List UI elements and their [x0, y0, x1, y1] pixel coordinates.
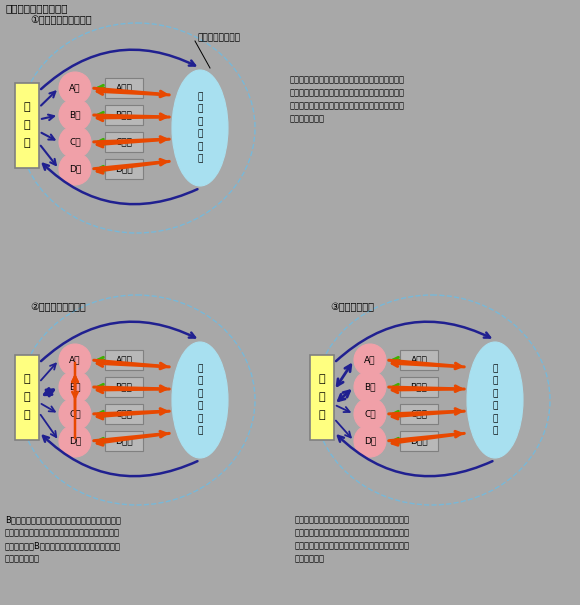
Text: C　県: C 県 [115, 137, 132, 146]
Text: A　県: A 県 [411, 356, 427, 364]
Text: B　県: B 県 [115, 111, 132, 120]
Text: B港: B港 [69, 382, 81, 391]
Text: B　県: B 県 [411, 382, 427, 391]
Text: D　県: D 県 [115, 165, 133, 174]
FancyBboxPatch shape [105, 132, 143, 152]
FancyBboxPatch shape [400, 431, 438, 451]
Text: D港: D港 [69, 165, 81, 174]
Circle shape [59, 371, 91, 403]
Text: 内航フィーダー輸送を高速化・多頻度化することに
より、輸送スピードを重視する貨物は、内航フィー
ダー輸送により、中枢国際港湾における多頻度航路
を利用できる。: 内航フィーダー輸送を高速化・多頻度化することに より、輸送スピードを重視する貨物… [290, 75, 405, 123]
Text: B港: B港 [69, 111, 81, 120]
Text: ③複数港連携型: ③複数港連携型 [330, 302, 374, 312]
Text: D　県: D 県 [410, 436, 428, 445]
Text: ②ブロック内拠点型: ②ブロック内拠点型 [30, 302, 86, 312]
Text: B港: B港 [364, 382, 376, 391]
Text: 中
枢
国
際
港
湾: 中 枢 国 際 港 湾 [492, 364, 498, 436]
FancyBboxPatch shape [15, 83, 39, 168]
FancyBboxPatch shape [15, 355, 39, 440]
Ellipse shape [172, 342, 228, 458]
Text: 中
枢
国
際
港
湾: 中 枢 国 際 港 湾 [197, 364, 202, 436]
FancyBboxPatch shape [105, 404, 143, 424]
Text: A港: A港 [69, 356, 81, 364]
Text: 高速化・多頻度化: 高速化・多頻度化 [197, 33, 240, 42]
Text: D　県: D 県 [115, 436, 133, 445]
Circle shape [59, 99, 91, 131]
Text: C港: C港 [69, 137, 81, 146]
Circle shape [59, 425, 91, 457]
Text: C港: C港 [69, 410, 81, 419]
Ellipse shape [467, 342, 523, 458]
Text: ［基幹ラインの形成］: ［基幹ラインの形成］ [5, 3, 67, 13]
Text: A　県: A 県 [115, 356, 132, 364]
Text: B　県: B 県 [115, 382, 132, 391]
FancyBboxPatch shape [105, 105, 143, 125]
Circle shape [354, 425, 386, 457]
FancyBboxPatch shape [400, 350, 438, 370]
Circle shape [354, 344, 386, 376]
Text: ア
ジ
ア: ア ジ ア [318, 374, 325, 420]
FancyBboxPatch shape [400, 377, 438, 397]
FancyBboxPatch shape [400, 404, 438, 424]
Text: D港: D港 [364, 436, 376, 445]
Text: 輸出入バランスを考慮しながら国内２港を寄港する
航路を形成することにより、所要日数が短縮される
ので、輸送スピードを重視する貨物は地元の港湾を
利用できる。: 輸出入バランスを考慮しながら国内２港を寄港する 航路を形成することにより、所要日… [295, 515, 410, 564]
Text: C　県: C 県 [115, 410, 132, 419]
Circle shape [59, 126, 91, 158]
Ellipse shape [172, 70, 228, 186]
Circle shape [59, 344, 91, 376]
Text: A港: A港 [69, 83, 81, 93]
Text: C港: C港 [364, 410, 376, 419]
FancyBboxPatch shape [105, 78, 143, 98]
Circle shape [59, 398, 91, 430]
Text: B港にアジアと直結する多頻度航路を設けることに
より、輸送スピードを重視する貨物は、中枢国際港
湾よりも近いB港において、アジアとの多頻度航路
を利用できる。: B港にアジアと直結する多頻度航路を設けることに より、輸送スピードを重視する貨物… [5, 515, 121, 564]
FancyBboxPatch shape [105, 377, 143, 397]
Circle shape [59, 72, 91, 104]
Text: ア
ジ
ア: ア ジ ア [24, 102, 30, 148]
Text: A　県: A 県 [115, 83, 132, 93]
Text: A港: A港 [364, 356, 376, 364]
Circle shape [59, 153, 91, 185]
Text: 中
枢
国
際
港
湾: 中 枢 国 際 港 湾 [197, 92, 202, 164]
Text: C　県: C 県 [411, 410, 427, 419]
FancyBboxPatch shape [310, 355, 334, 440]
Text: ①中枢国際港湾直結型: ①中枢国際港湾直結型 [30, 15, 92, 25]
FancyBboxPatch shape [105, 350, 143, 370]
FancyBboxPatch shape [105, 159, 143, 179]
Text: ア
ジ
ア: ア ジ ア [24, 374, 30, 420]
FancyBboxPatch shape [105, 431, 143, 451]
Circle shape [354, 371, 386, 403]
Text: D港: D港 [69, 436, 81, 445]
Circle shape [354, 398, 386, 430]
